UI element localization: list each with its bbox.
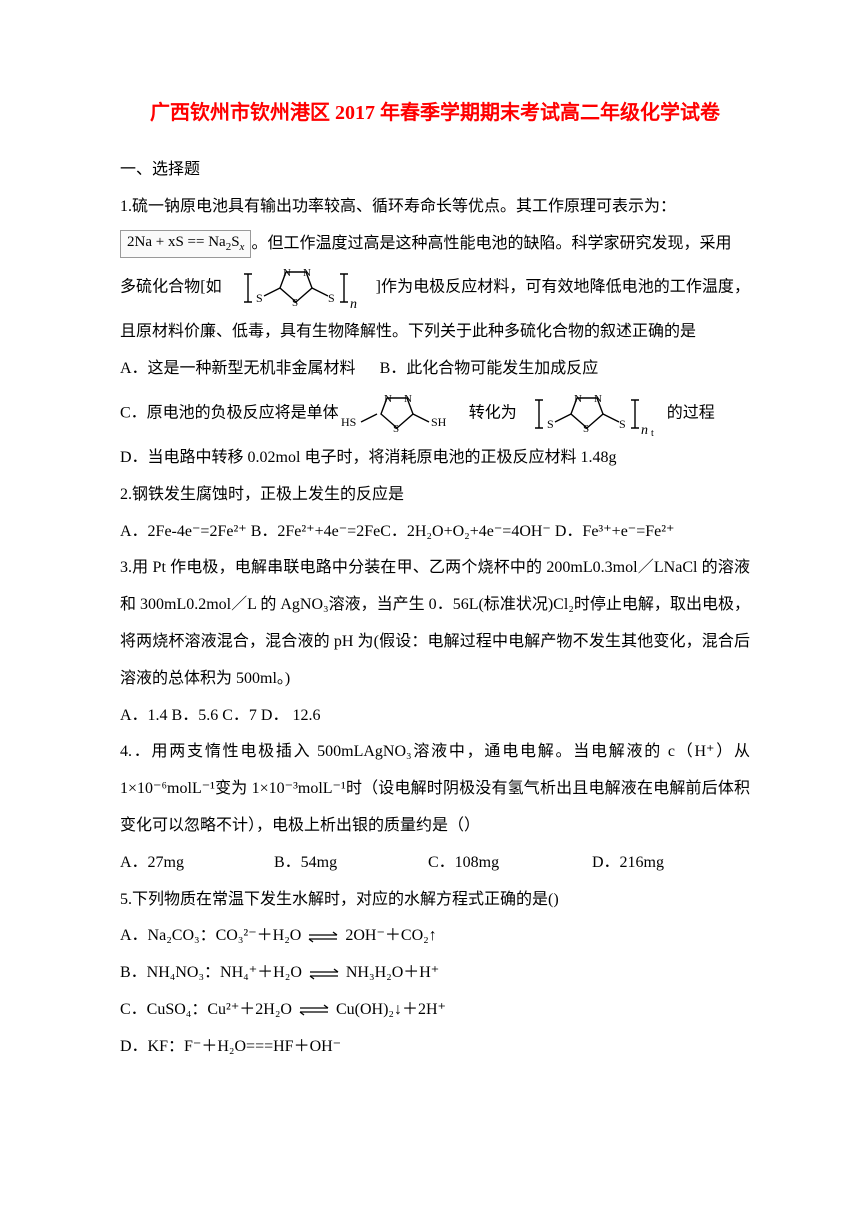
svg-text:S: S bbox=[619, 417, 626, 431]
equation-box: 2Na + xS == Na2Sx bbox=[120, 230, 251, 257]
q5-optC: C．CuSO₄：Cu²⁺＋2H₂O Cu(OH)₂↓＋2H⁺ bbox=[120, 992, 750, 1029]
monomer-hs-sh-icon: HS N N S SH bbox=[339, 390, 469, 438]
svg-text:n: n bbox=[641, 423, 648, 438]
svg-text:N: N bbox=[283, 267, 291, 279]
svg-text:N: N bbox=[574, 393, 582, 405]
svg-text:N: N bbox=[303, 267, 311, 279]
svg-text:S: S bbox=[256, 291, 263, 305]
q4-stem: 4.．用两支惰性电极插入 500mLAgNO₃溶液中，通电电解。当电解液的 c（… bbox=[120, 734, 750, 844]
q1-optA: A．这是一种新型无机非金属材料 bbox=[120, 360, 356, 377]
svg-text:S: S bbox=[547, 417, 554, 431]
svg-text:N: N bbox=[594, 393, 602, 405]
svg-text:S: S bbox=[583, 423, 589, 435]
q1-optD: D．当电路中转移 0.02mol 电子时，将消耗原电池的正极反应材料 1.48g bbox=[120, 440, 750, 477]
q5-optA: A．Na₂CO₃：CO₃²⁻＋H₂O 2OH⁻＋CO₂↑ bbox=[120, 918, 750, 955]
svg-text:N: N bbox=[384, 393, 392, 405]
q5-optC-b: Cu(OH)₂↓＋2H⁺ bbox=[336, 1001, 446, 1018]
q1-stem-line1: 1.硫一钠原电池具有输出功率较高、循环寿命长等优点。其工作原理可表示为： bbox=[120, 189, 750, 226]
svg-text:N: N bbox=[404, 393, 412, 405]
equilibrium-arrows-icon bbox=[296, 992, 332, 1029]
svg-text:S: S bbox=[393, 423, 399, 435]
eq-text: 2Na + xS == Na bbox=[127, 234, 226, 250]
section-heading: 一、选择题 bbox=[120, 152, 750, 189]
page-title: 广西钦州市钦州港区 2017 年春季学期期末考试高二年级化学试卷 bbox=[120, 90, 750, 136]
svg-text:t: t bbox=[651, 428, 654, 439]
q1-optC-c: 的过程 bbox=[667, 405, 715, 422]
svg-text:SH: SH bbox=[431, 415, 447, 429]
q1-optB: B．此化合物可能发生加成反应 bbox=[380, 360, 599, 377]
q3-stem: 3.用 Pt 作电极，电解串联电路中分装在甲、乙两个烧杯中的 200mL0.3m… bbox=[120, 550, 750, 697]
q1-stem-b: 。但工作温度过高是这种高性能电池的缺陷。科学家研究发现，采用 bbox=[251, 235, 731, 252]
q2-opts: A．2Fe-4e⁻=2Fe²⁺ B．2Fe²⁺+4e⁻=2FeC．2H₂O+O₂… bbox=[120, 514, 750, 551]
q1-optC: C．原电池的负极反应将是单体 HS N N S SH 转化为 N bbox=[120, 388, 750, 440]
q5-optB-a: B．NH₄NO₃：NH₄⁺＋H₂O bbox=[120, 964, 302, 981]
q5-stem: 5.下列物质在常温下发生水解时，对应的水解方程式正确的是() bbox=[120, 882, 750, 919]
q5-optA-b: 2OH⁻＋CO₂↑ bbox=[345, 927, 436, 944]
q5-optC-a: C．CuSO₄：Cu²⁺＋2H₂O bbox=[120, 1001, 292, 1018]
eq-sub2: x bbox=[240, 241, 245, 253]
exam-page: 广西钦州市钦州港区 2017 年春季学期期末考试高二年级化学试卷 一、选择题 1… bbox=[0, 0, 860, 1106]
equilibrium-arrows-icon bbox=[305, 918, 341, 955]
svg-text:S: S bbox=[292, 297, 298, 309]
svg-text:HS: HS bbox=[341, 415, 356, 429]
svg-text:S: S bbox=[328, 291, 335, 305]
q1-optC-a: C．原电池的负极反应将是单体 bbox=[120, 405, 339, 422]
q5-optB-b: NH₃H₂O＋H⁺ bbox=[346, 964, 439, 981]
equilibrium-arrows-icon bbox=[306, 955, 342, 992]
thiadiazole-polymer-t-icon: N N S S S n t bbox=[517, 388, 667, 440]
q3-opts: A．1.4 B．5.6 C．7 D． 12.6 bbox=[120, 698, 750, 735]
q5-optB: B．NH₄NO₃：NH₄⁺＋H₂O NH₃H₂O＋H⁺ bbox=[120, 955, 750, 992]
q4-optB: B．54mg bbox=[274, 845, 424, 882]
q1-options-ab: A．这是一种新型无机非金属材料 B．此化合物可能发生加成反应 bbox=[120, 351, 750, 388]
q2-stem: 2.钢铁发生腐蚀时，正极上发生的反应是 bbox=[120, 477, 750, 514]
q1-stem-line3: 多硫化合物[如 N N S S S n ]作为电极反应材料，可有效地降低电池的工… bbox=[120, 262, 750, 351]
q4-opts: A．27mg B．54mg C．108mg D．216mg bbox=[120, 845, 750, 882]
q4-optA: A．27mg bbox=[120, 845, 270, 882]
q4-optC: C．108mg bbox=[428, 845, 588, 882]
q5-optA-a: A．Na₂CO₃：CO₃²⁻＋H₂O bbox=[120, 927, 301, 944]
q1-stem-line2: 2Na + xS == Na2Sx 。但工作温度过高是这种高性能电池的缺陷。科学… bbox=[120, 226, 750, 263]
eq-sx: S bbox=[231, 234, 239, 250]
q4-optD: D．216mg bbox=[592, 845, 664, 882]
q1-stem-c: 多硫化合物[如 bbox=[120, 279, 222, 296]
q5-optD: D．KF：F⁻＋H₂O===HF＋OH⁻ bbox=[120, 1029, 750, 1066]
svg-text:n: n bbox=[350, 297, 357, 312]
thiadiazole-polymer-icon: N N S S S n bbox=[226, 262, 376, 314]
q1-optC-b: 转化为 bbox=[469, 405, 517, 422]
